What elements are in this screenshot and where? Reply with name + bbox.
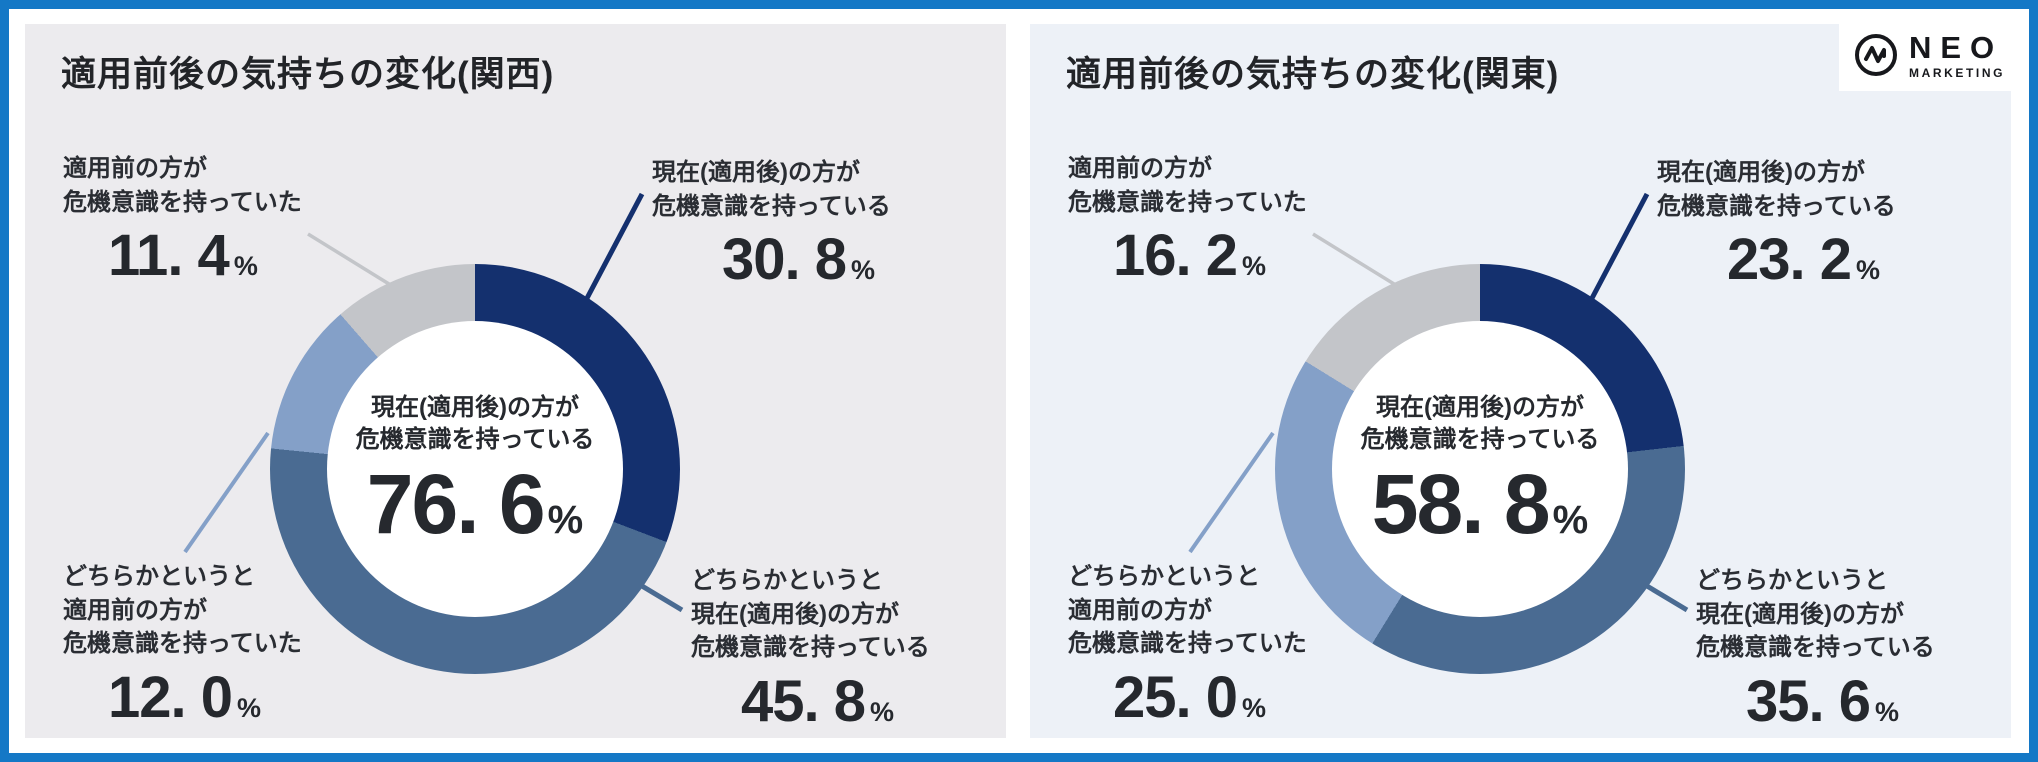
chart-title-kansai: 適用前後の気持ちの変化(関西): [61, 55, 555, 94]
center-value: 58. 8%: [1371, 457, 1589, 552]
value-bottom-right: 45. 8%: [741, 668, 895, 734]
value-top-left: 16. 2%: [1113, 223, 1267, 289]
value-top-left: 11. 4%: [108, 223, 258, 289]
neo-marketing-logo: NEO MARKETING: [1839, 19, 2019, 91]
label-bottom-left-kansai: どちらかというと 適用前の方が 危機意識を持っていた 12. 0%: [63, 563, 302, 730]
center-value: 76. 6%: [366, 457, 584, 552]
label-top-left-kansai: 適用前の方が 危機意識を持っていた 11. 4%: [63, 155, 302, 289]
logo-name: NEO: [1908, 29, 2004, 65]
percent-sign: %: [1875, 696, 1900, 727]
label-top-left-kanto: 適用前の方が 危機意識を持っていた 16. 2%: [1068, 155, 1307, 289]
value-top-right: 23. 2%: [1727, 227, 1881, 293]
percent-sign: %: [1552, 498, 1589, 543]
value-bottom-left: 25. 0%: [1113, 664, 1267, 730]
percent-sign: %: [851, 255, 876, 286]
percent-sign: %: [237, 692, 262, 723]
label-top-right-kanto: 現在(適用後)の方が 危機意識を持っている 23. 2%: [1657, 159, 1896, 293]
chart-title-kanto: 適用前後の気持ちの変化(関東): [1066, 55, 1560, 94]
leader-line-bottom-left: [183, 431, 270, 554]
value-bottom-right: 35. 6%: [1746, 668, 1900, 734]
leader-line-top-right: [582, 192, 645, 304]
logo-text: NEO MARKETING: [1909, 32, 2005, 79]
value-bottom-left: 12. 0%: [108, 664, 262, 730]
center-label-line1: 現在(適用後)の方が: [371, 393, 579, 421]
value-top-right: 30. 8%: [722, 227, 876, 293]
donut-chart-kansai: 現在(適用後)の方が 危機意識を持っている 76. 6%: [270, 264, 680, 674]
center-label-line2: 危機意識を持っている: [1360, 426, 1600, 453]
percent-sign: %: [233, 251, 258, 282]
label-top-right-kansai: 現在(適用後)の方が 危機意識を持っている 30. 8%: [652, 159, 891, 293]
percent-sign: %: [870, 696, 895, 727]
leader-line-bottom-left: [1188, 431, 1275, 554]
center-label-line1: 現在(適用後)の方が: [1376, 393, 1584, 421]
chart-card-kanto: 適用前後の気持ちの変化(関東) 現在(適用後)の方が 危機意識を持っている 58…: [1030, 24, 2011, 738]
percent-sign: %: [1242, 251, 1267, 282]
percent-sign: %: [1856, 255, 1881, 286]
donut-chart-kanto: 現在(適用後)の方が 危機意識を持っている 58. 8%: [1275, 264, 1685, 674]
label-bottom-right-kanto: どちらかというと 現在(適用後)の方が 危機意識を持っている 35. 6%: [1696, 567, 1935, 734]
center-label-line2: 危機意識を持っている: [355, 426, 595, 453]
label-bottom-right-kansai: どちらかというと 現在(適用後)の方が 危機意識を持っている 45. 8%: [691, 567, 930, 734]
label-bottom-left-kanto: どちらかというと 適用前の方が 危機意識を持っていた 25. 0%: [1068, 563, 1307, 730]
donut-center-kansai: 現在(適用後)の方が 危機意識を持っている 76. 6%: [327, 321, 623, 617]
percent-sign: %: [1242, 692, 1267, 723]
chart-card-kansai: 適用前後の気持ちの変化(関西) 現在(適用後)の方が 危機意識を持っている 76…: [25, 24, 1006, 738]
donut-center-kanto: 現在(適用後)の方が 危機意識を持っている 58. 8%: [1332, 321, 1628, 617]
leader-line-top-right: [1587, 192, 1650, 304]
pulse-circle-icon: [1854, 34, 1897, 76]
logo-subname: MARKETING: [1908, 65, 2006, 80]
percent-sign: %: [547, 498, 584, 543]
